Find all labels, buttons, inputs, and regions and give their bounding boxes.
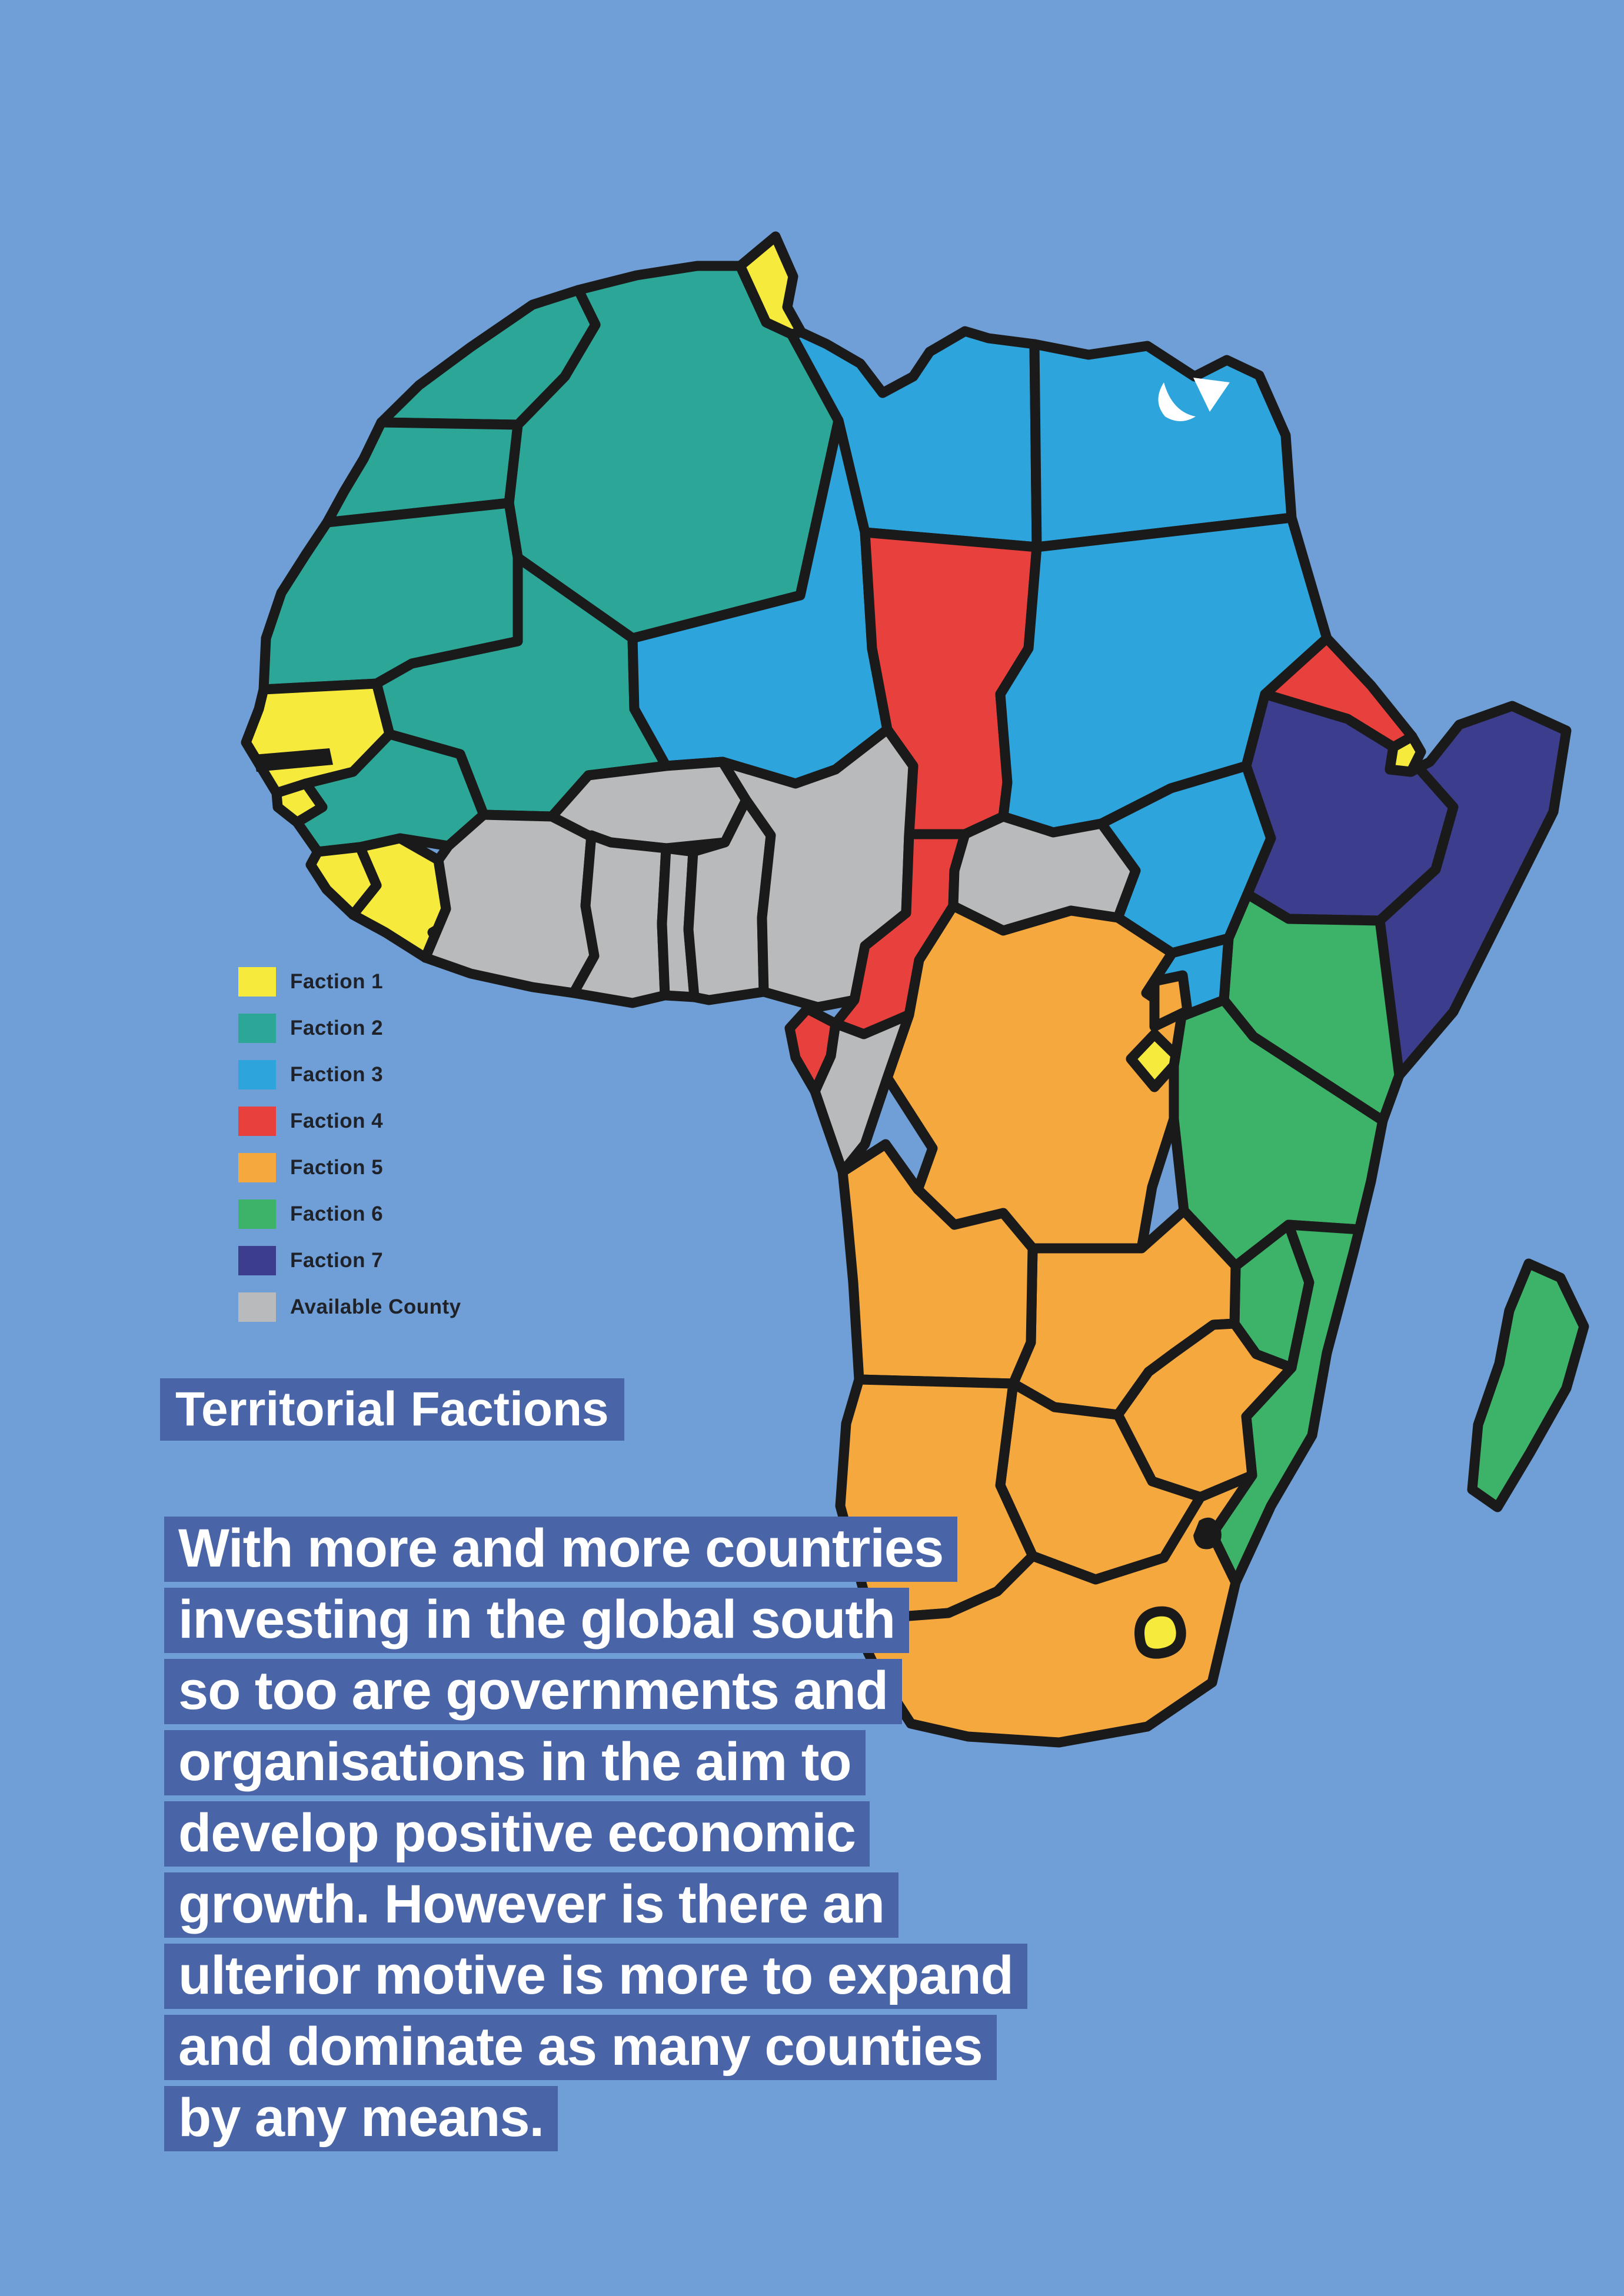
country-gabon — [784, 1004, 841, 1097]
legend-label: Available County — [290, 1295, 461, 1318]
story-line: develop positive economic — [164, 1801, 1027, 1867]
country-lesotho — [1134, 1606, 1186, 1659]
page-title: Territorial Factions — [160, 1378, 624, 1441]
legend-label: Faction 4 — [290, 1109, 384, 1132]
story-line: and dominate as many counties — [164, 2015, 1027, 2080]
faction-5-swatch — [238, 1153, 276, 1182]
legend-row-faction-5: Faction 5 — [238, 1153, 461, 1182]
legend-row-faction-7: Faction 7 — [238, 1246, 461, 1275]
story-line: so too are governments and — [164, 1659, 1027, 1724]
story-line: growth. However is there an — [164, 1872, 1027, 1938]
legend-label: Faction 5 — [290, 1156, 384, 1179]
faction-4-swatch — [238, 1107, 276, 1136]
title-block: Territorial Factions — [160, 1378, 624, 1441]
gambia-river-strip — [253, 748, 333, 772]
legend-row-faction-1: Faction 1 — [238, 967, 461, 997]
country-ivory-coast — [420, 809, 600, 998]
legend-row-faction-6: Faction 6 — [238, 1199, 461, 1229]
legend-row-faction-2: Faction 2 — [238, 1014, 461, 1043]
faction-1-swatch — [238, 967, 276, 997]
country-tunisia — [735, 231, 807, 339]
country-ghana — [568, 830, 671, 1008]
legend-label: Faction 3 — [290, 1063, 384, 1086]
story-paragraph: With more and more countries investing i… — [164, 1517, 1027, 2157]
legend-label: Faction 1 — [290, 970, 384, 993]
country-egypt — [1029, 339, 1297, 552]
legend-row-available-county: Available County — [238, 1292, 461, 1322]
faction-2-swatch — [238, 1014, 276, 1043]
legend-label: Faction 6 — [290, 1202, 384, 1225]
faction-3-swatch — [238, 1060, 276, 1089]
country-angola — [837, 1139, 1038, 1389]
legend-label: Faction 2 — [290, 1017, 384, 1039]
country-madagascar — [1467, 1258, 1589, 1512]
legend-row-faction-4: Faction 4 — [238, 1107, 461, 1136]
faction-6-swatch — [238, 1199, 276, 1229]
faction-7-swatch — [238, 1246, 276, 1275]
available-county-swatch — [238, 1292, 276, 1322]
countries-group — [241, 231, 1589, 1748]
country-somalia — [1375, 701, 1572, 1081]
nile-delta — [1193, 378, 1230, 412]
story-line: ulterior motive is more to expand — [164, 1944, 1027, 2009]
story-line: With more and more countries — [164, 1517, 1027, 1582]
country-dr-congo — [882, 901, 1187, 1254]
story-line: by any means. — [164, 2086, 1027, 2151]
story-line: investing in the global south — [164, 1588, 1027, 1653]
eswatini-mark — [1193, 1517, 1222, 1549]
story-line: organisations in the aim to — [164, 1730, 1027, 1795]
legend-row-faction-3: Faction 3 — [238, 1060, 461, 1089]
legend-label: Faction 7 — [290, 1249, 384, 1272]
legend: Faction 1 Faction 2 Faction 3 Faction 4 … — [238, 967, 461, 1339]
nile-crescent — [1158, 382, 1196, 421]
